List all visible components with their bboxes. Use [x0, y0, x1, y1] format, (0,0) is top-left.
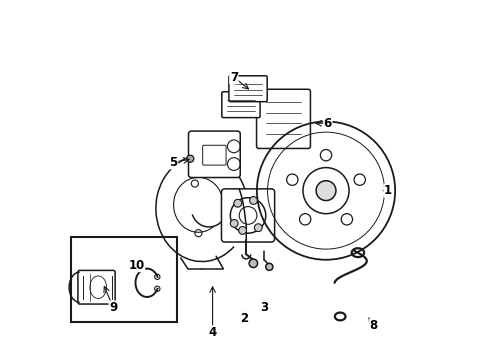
Text: 6: 6 — [323, 117, 331, 130]
Circle shape — [186, 155, 193, 162]
Circle shape — [230, 220, 238, 227]
Circle shape — [248, 259, 257, 267]
Text: 9: 9 — [109, 301, 117, 314]
Circle shape — [233, 199, 241, 207]
Bar — [71, 237, 177, 322]
FancyBboxPatch shape — [222, 92, 260, 118]
FancyBboxPatch shape — [221, 189, 274, 242]
Text: 1: 1 — [383, 184, 391, 197]
FancyBboxPatch shape — [228, 76, 266, 102]
Text: 2: 2 — [240, 312, 248, 325]
Text: 3: 3 — [260, 301, 267, 314]
Circle shape — [238, 226, 246, 234]
FancyBboxPatch shape — [202, 145, 225, 165]
Text: 7: 7 — [229, 71, 238, 84]
Text: 5: 5 — [169, 156, 177, 169]
Circle shape — [315, 181, 335, 201]
FancyBboxPatch shape — [188, 131, 240, 177]
FancyBboxPatch shape — [256, 89, 310, 148]
Circle shape — [265, 263, 272, 270]
Text: 10: 10 — [128, 258, 144, 271]
Text: 8: 8 — [369, 319, 377, 332]
Circle shape — [254, 224, 262, 231]
Text: 4: 4 — [208, 326, 216, 339]
FancyBboxPatch shape — [78, 270, 115, 304]
Circle shape — [249, 197, 257, 204]
